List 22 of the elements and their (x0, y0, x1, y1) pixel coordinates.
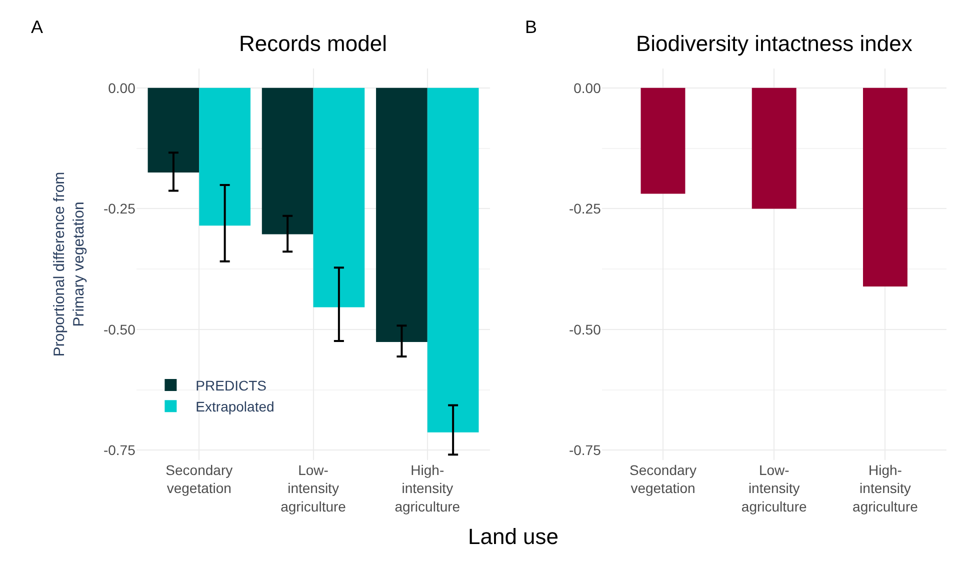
y-tick-label: -0.75 (103, 442, 136, 458)
legend-label: PREDICTS (196, 377, 266, 394)
y-tick-label: -0.25 (568, 200, 602, 217)
y-tick-label: -0.50 (568, 321, 602, 338)
legend-label: Extrapolated (196, 398, 274, 415)
y-axis-title: Proportional difference from Primary vegetation (51, 172, 88, 357)
y-tick-label: 0.00 (108, 80, 136, 96)
y-tick-label: -0.50 (103, 321, 136, 338)
text: A (31, 17, 44, 37)
x-tick-label: Secondary vegetation (630, 462, 696, 496)
y-tick-label: -0.25 (103, 200, 136, 217)
x-tick-label: High- intensity agriculture (852, 462, 918, 514)
x-tick-label: High- intensity agriculture (394, 462, 460, 514)
text: B (525, 17, 538, 37)
y-tick-label: 0.00 (574, 80, 602, 96)
x-tick-label: Low- intensity agriculture (280, 462, 346, 514)
y-tick-label: -0.75 (568, 442, 602, 458)
chart-title: Records model (239, 31, 387, 56)
x-tick-label: Low- intensity agriculture (741, 462, 808, 514)
chart-title: Biodiversity intactness index (636, 31, 912, 56)
x-axis-title: Land use (468, 524, 559, 549)
x-tick-label: Secondary vegetation (166, 462, 233, 496)
